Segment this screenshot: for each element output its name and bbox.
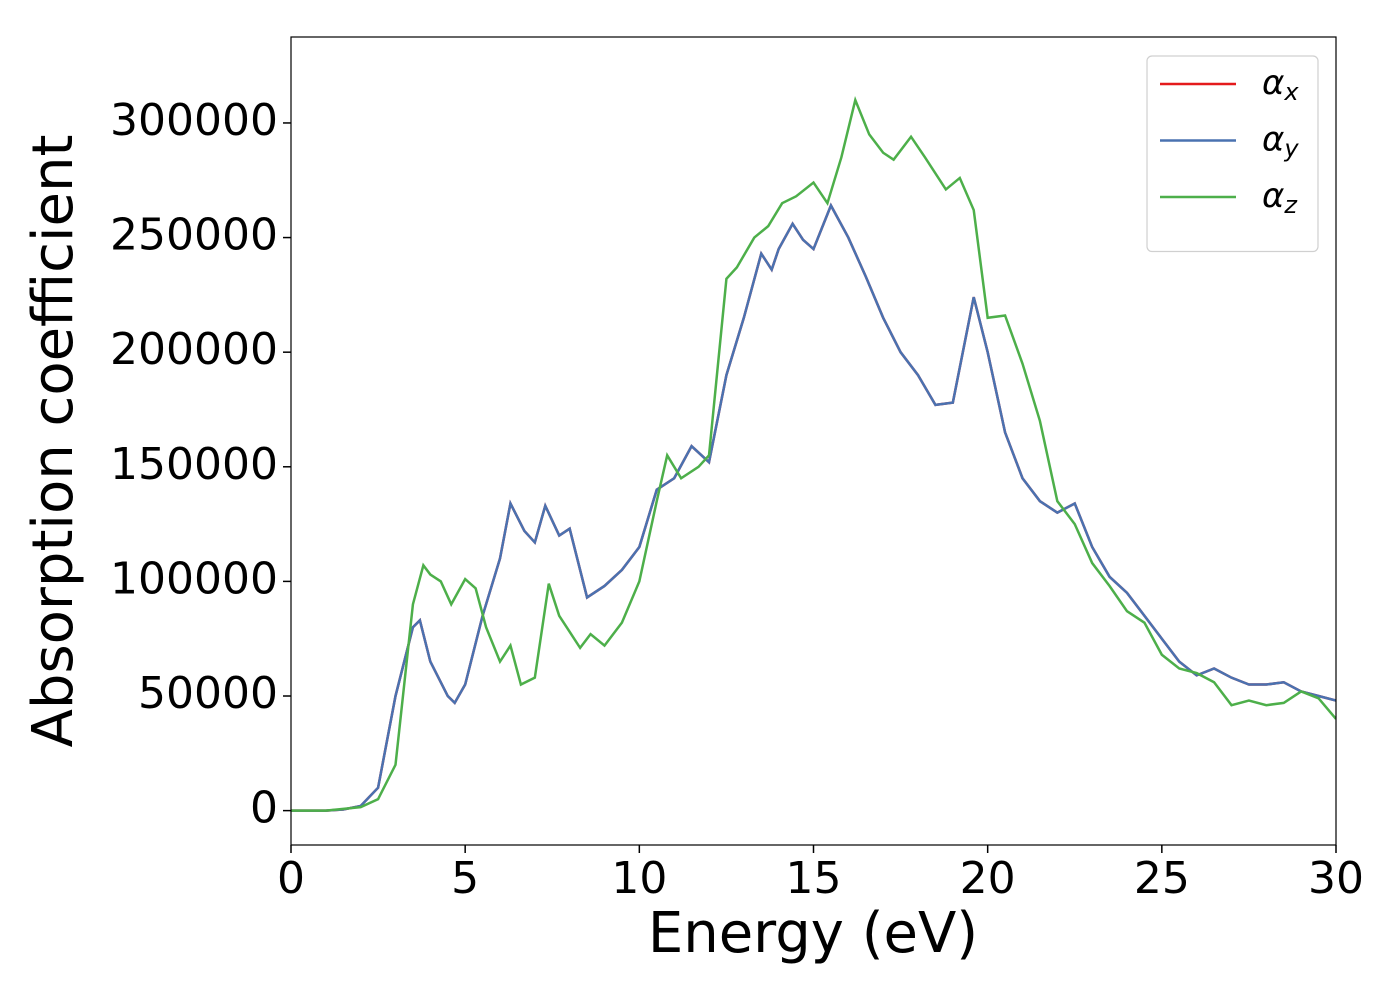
legend-box <box>1146 55 1319 253</box>
data-line <box>291 202 1336 812</box>
y-tick-label: 200000 <box>110 324 278 375</box>
y-tick-label: 0 <box>250 783 278 834</box>
y-tick-label: 250000 <box>110 210 278 261</box>
x-tick-label: 5 <box>451 853 479 904</box>
data-line <box>291 202 1336 812</box>
y-axis-label: Absorption coefficient <box>21 135 86 748</box>
y-tick-label: 50000 <box>138 668 278 719</box>
x-tick-label: 25 <box>1134 853 1190 904</box>
data-line <box>291 95 1336 812</box>
x-tick-label: 0 <box>277 853 305 904</box>
legend-label: αx <box>1262 63 1299 107</box>
y-tick-label: 300000 <box>110 95 278 146</box>
y-tick-label: 100000 <box>110 553 278 604</box>
legend-label: αz <box>1262 176 1298 220</box>
x-tick-label: 15 <box>786 853 842 904</box>
x-tick-label: 30 <box>1308 853 1364 904</box>
y-tick-label: 150000 <box>110 439 278 490</box>
x-tick-label: 10 <box>611 853 667 904</box>
plot-frame <box>290 36 1337 846</box>
x-tick-label: 20 <box>960 853 1016 904</box>
legend: αx αy αz <box>1146 55 1319 253</box>
x-axis-label: Energy (eV) <box>648 901 978 966</box>
legend-label: αy <box>1262 119 1299 163</box>
